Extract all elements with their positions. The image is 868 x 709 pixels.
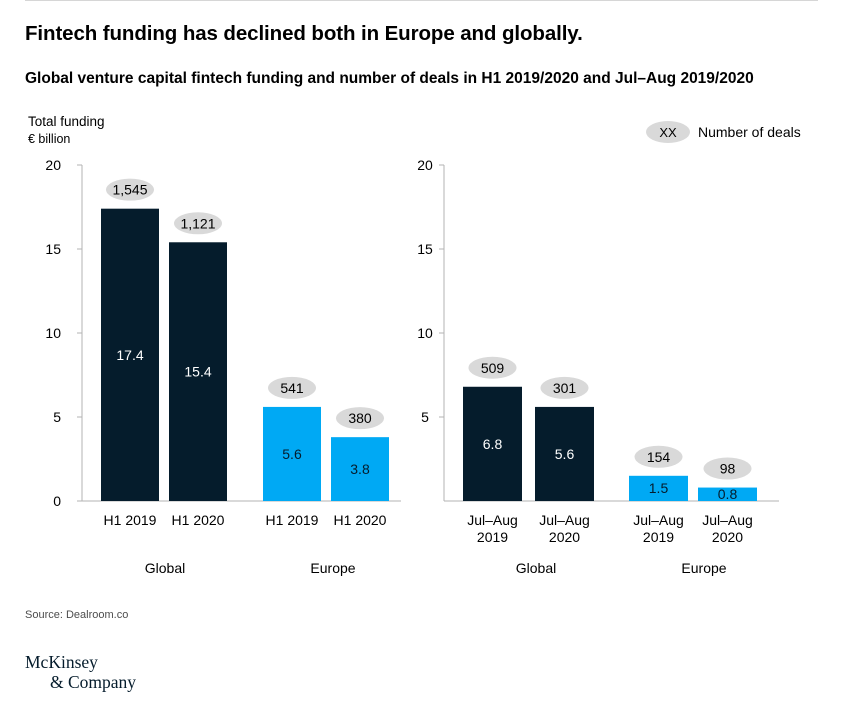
x-category-label: H1 2019 [266,512,319,528]
y-tick-label: 15 [45,241,61,257]
bar-value-label: 15.4 [184,364,211,380]
deals-count-label: 1,121 [180,215,215,231]
deals-count-label: 301 [553,380,577,396]
x-category-label: 2020 [549,529,580,545]
y-axis-unit: € billion [28,132,71,146]
deals-badge [468,356,517,379]
bar-value-label: 1.5 [649,480,669,496]
deals-count-label: 1,545 [112,182,147,198]
deals-badge [703,457,752,480]
chart-subtitle: Global venture capital fintech funding a… [25,70,754,87]
bar-value-label: 6.8 [483,436,503,452]
bar [169,242,227,501]
y-tick-label: 10 [45,325,61,341]
deals-count-label: 98 [720,461,736,477]
x-category-label: 2020 [712,529,743,545]
bar-value-label: 3.8 [350,461,370,477]
funding-chart: 0 5 10 15 20 17.4 1,545 H1 2019 15.4 1,121 H1 2020… [45,121,801,576]
bar [535,406,594,501]
bar-value-label: 5.6 [555,446,575,462]
headline: Fintech funding has declined both in Eur… [25,22,583,45]
bar-value-label: 5.6 [282,446,302,462]
deals-count-label: 509 [481,360,505,376]
deals-badge [174,212,222,235]
y-tick-label: 15 [417,241,433,257]
source-note: Source: Dealroom.co [25,609,129,621]
x-category-label: Jul–Aug [702,512,753,528]
x-category-label: H1 2020 [172,512,225,528]
legend-badge [646,121,690,143]
bar [331,437,389,501]
group-label: Global [516,560,556,576]
bar [629,475,688,501]
bar [263,406,321,501]
bar [101,208,159,501]
y-tick-label: 20 [417,157,433,173]
y-tick-label: 20 [45,157,61,173]
mckinsey-logo: McKinsey & Company [25,652,136,692]
x-category-label: H1 2020 [334,512,387,528]
deals-badge [540,376,589,399]
bar [698,487,757,501]
deals-count-label: 380 [348,410,372,426]
legend-badge-text: XX [659,125,677,140]
group-label: Europe [681,560,726,576]
y-tick-label: 5 [421,409,429,425]
deals-badge [106,178,154,201]
y-tick-label: 10 [417,325,433,341]
logo-line-1: McKinsey [25,652,98,672]
group-label: Global [145,560,185,576]
group-label: Europe [310,560,355,576]
x-category-label: 2019 [643,529,674,545]
y-tick-label: 0 [53,493,61,509]
deals-count-label: 541 [280,380,304,396]
y-axis-label: Total funding [28,114,105,129]
deals-badge [634,445,683,468]
bar [463,386,522,501]
x-category-label: Jul–Aug [633,512,684,528]
deals-badge [336,407,384,430]
top-rule [25,0,818,1]
x-category-label: Jul–Aug [539,512,590,528]
x-category-label: 2019 [477,529,508,545]
bar-value-label: 0.8 [718,486,738,502]
x-category-label: Jul–Aug [467,512,518,528]
logo-line-2: & Company [50,672,137,692]
y-tick-label: 5 [53,409,61,425]
x-category-label: H1 2019 [104,512,157,528]
deals-badge [268,376,316,399]
bar-value-label: 17.4 [116,347,143,363]
legend-label: Number of deals [698,124,801,140]
deals-count-label: 154 [647,449,671,465]
